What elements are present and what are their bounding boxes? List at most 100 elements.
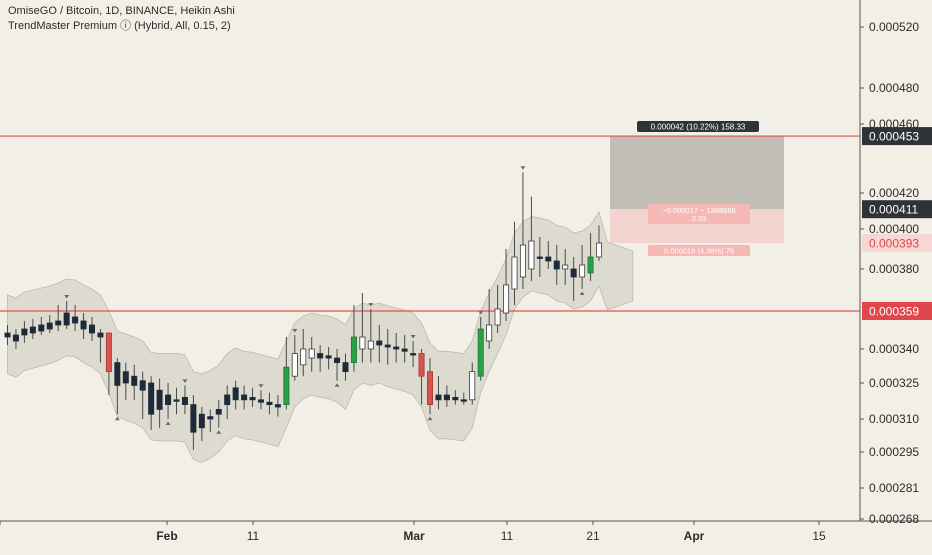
candle-body (123, 372, 128, 383)
time-tick-label: 11 (501, 529, 514, 543)
candle-body (334, 358, 339, 363)
candle-body (520, 245, 525, 277)
candle-body (343, 363, 348, 372)
candle-body (98, 333, 103, 337)
time-tick-label: 15 (812, 529, 826, 543)
candle-body (157, 390, 162, 409)
candle-body (216, 409, 221, 414)
candle-body (596, 243, 601, 257)
price-label: 0.000359 (869, 305, 919, 319)
candle-body (360, 337, 365, 349)
candle-body (106, 333, 111, 372)
candle-body (47, 323, 52, 329)
candle-body (529, 241, 534, 269)
candle-body (267, 402, 272, 404)
candle-body (351, 337, 356, 363)
candle-body (571, 269, 576, 277)
price-tick-label: 0.000400 (869, 222, 919, 236)
price-tick-label: 0.000268 (869, 512, 919, 526)
candle-body (394, 347, 399, 349)
target-label: 0.000042 (10.22%) 158.33 (651, 123, 746, 132)
candle-body (453, 397, 458, 399)
candle-body (444, 395, 449, 400)
candle-body (554, 261, 559, 269)
candle-body (495, 309, 500, 325)
candle-body (546, 257, 551, 261)
candle-body (301, 349, 306, 365)
candle-body (326, 356, 331, 358)
candle-body (22, 329, 27, 335)
candle-body (580, 265, 585, 277)
candle-body (402, 349, 407, 351)
price-tick-label: 0.000295 (869, 445, 919, 459)
candle-body (318, 354, 323, 359)
candle-body (5, 333, 10, 337)
candle-body (250, 397, 255, 399)
candle-body (140, 381, 145, 390)
price-tick-label: 0.000380 (869, 262, 919, 276)
candle-body (191, 405, 196, 433)
candle-body (39, 325, 44, 331)
chart-legend: OmiseGO / Bitcoin, 1D, BINANCE, Heikin A… (8, 4, 235, 34)
candle-body (64, 313, 69, 325)
candle-body (225, 395, 230, 405)
time-tick-label: 21 (586, 529, 600, 543)
candle-body (563, 265, 568, 269)
candle-body (73, 317, 78, 323)
candle-body (427, 372, 432, 405)
time-tick-label: Mar (403, 529, 425, 543)
price-label: 0.000393 (869, 237, 919, 251)
price-tick-label: 0.000520 (869, 20, 919, 34)
candle-body (385, 345, 390, 347)
candle-body (368, 341, 373, 349)
candle-body (174, 400, 179, 402)
ratio-label-line2: 2.33 (692, 214, 707, 223)
price-tick-label: 0.000310 (869, 412, 919, 426)
candle-body (503, 285, 508, 313)
position-zones (610, 136, 784, 243)
candle-body (56, 321, 61, 325)
profit-zone (610, 136, 784, 209)
candle-body (419, 354, 424, 377)
candle-body (275, 405, 280, 407)
indicator-title[interactable]: TrendMaster Premium ⓘ (Hybrid, All, 0.15… (8, 19, 235, 34)
price-label: 0.000411 (869, 203, 918, 217)
candle-body (461, 400, 466, 402)
candle-body (284, 367, 289, 404)
candle-body (537, 257, 542, 259)
price-tick-label: 0.000325 (869, 376, 919, 390)
candle-body (182, 397, 187, 404)
candle-body (309, 349, 314, 358)
candle-body (149, 383, 154, 414)
stop-label: 0.000018 (4.38%) 75 (664, 247, 734, 256)
candle-body (165, 395, 170, 405)
candle-body (242, 395, 247, 400)
candle-body (30, 327, 35, 333)
candle-body (258, 400, 263, 402)
candle-body (292, 354, 297, 377)
candle-body (588, 257, 593, 273)
candle-body (208, 417, 213, 419)
candle-body (89, 325, 94, 333)
candle-body (13, 335, 18, 341)
candle-body (377, 341, 382, 345)
time-tick-label: Apr (684, 529, 705, 543)
candle-body (512, 257, 517, 289)
candle-body (411, 354, 416, 356)
price-tick-label: 0.000340 (869, 342, 919, 356)
price-tick-label: 0.000281 (869, 481, 919, 495)
price-tick-label: 0.000420 (869, 186, 919, 200)
price-label: 0.000453 (869, 130, 919, 144)
candle-body (199, 414, 204, 428)
candle-body (436, 395, 441, 400)
candle-body (132, 376, 137, 385)
symbol-title[interactable]: OmiseGO / Bitcoin, 1D, BINANCE, Heikin A… (8, 4, 235, 19)
candle-body (478, 329, 483, 376)
candle-body (233, 388, 238, 400)
time-tick-label: Feb (156, 529, 177, 543)
candle-body (487, 325, 492, 341)
candle-body (470, 372, 475, 400)
